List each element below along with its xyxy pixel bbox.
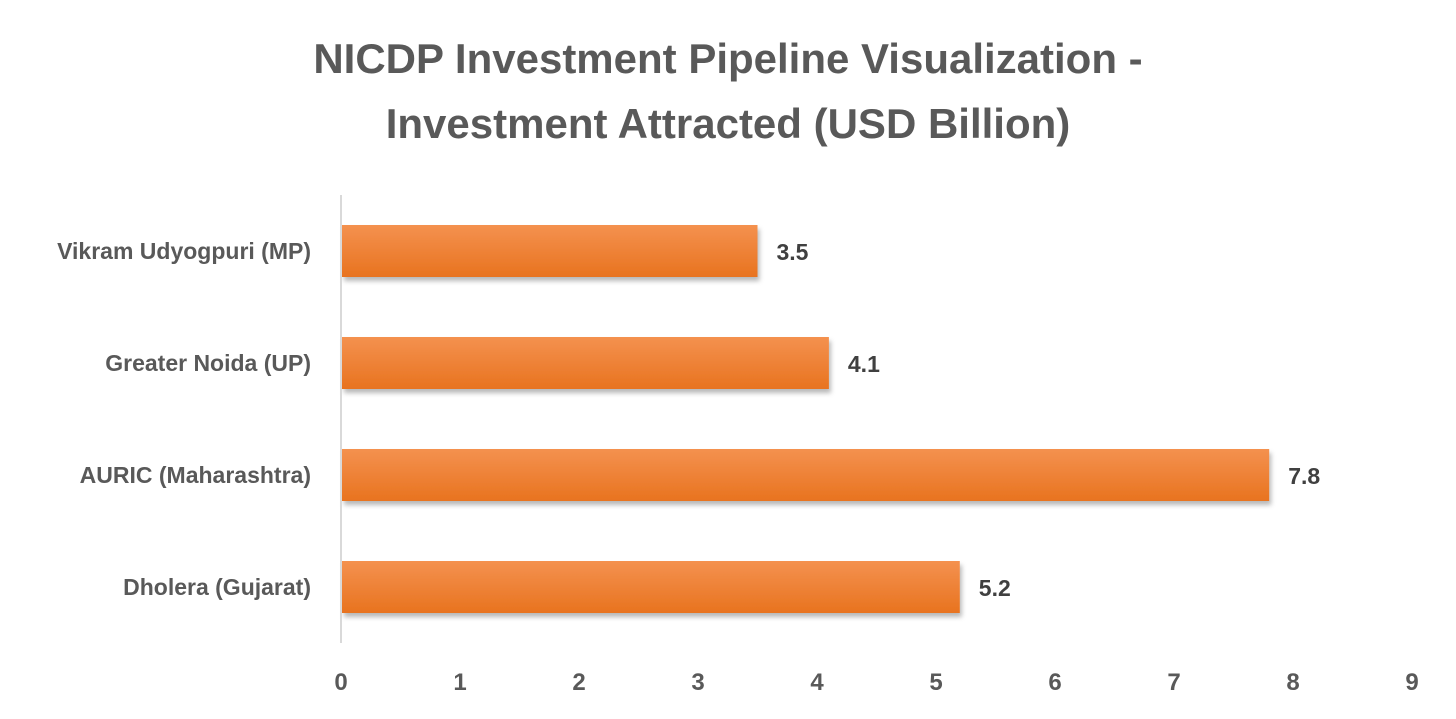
data-label: 4.1 [848, 351, 880, 377]
x-tick-label: 8 [1286, 669, 1299, 696]
x-tick-label: 6 [1048, 669, 1061, 696]
x-tick-label: 0 [334, 669, 347, 696]
bars-layer [342, 225, 1270, 613]
category-label: AURIC (Maharashtra) [80, 462, 311, 488]
x-tick-label: 9 [1405, 669, 1418, 696]
data-label: 5.2 [979, 575, 1011, 601]
labels-layer: Vikram Udyogpuri (MP) 3.5 Greater Noida (U… [57, 238, 1419, 696]
x-tick-label: 7 [1167, 669, 1180, 696]
chart-title-line-2: Investment Attracted (USD Billion) [385, 100, 1071, 147]
bar [342, 561, 960, 613]
data-label: 7.8 [1288, 463, 1320, 489]
x-tick-label: 5 [929, 669, 942, 696]
chart-title-line-1: NICDP Investment Pipeline Visualization … [313, 35, 1143, 82]
x-tick-label: 1 [453, 669, 466, 696]
category-label: Dholera (Gujarat) [123, 574, 311, 600]
bar [342, 449, 1270, 501]
data-label: 3.5 [777, 239, 809, 265]
x-tick-label: 2 [572, 669, 585, 696]
x-tick-label: 4 [810, 669, 824, 696]
bar [342, 337, 829, 389]
x-tick-label: 3 [691, 669, 704, 696]
category-label: Vikram Udyogpuri (MP) [57, 238, 311, 264]
bar [342, 225, 758, 277]
category-label: Greater Noida (UP) [105, 350, 311, 376]
